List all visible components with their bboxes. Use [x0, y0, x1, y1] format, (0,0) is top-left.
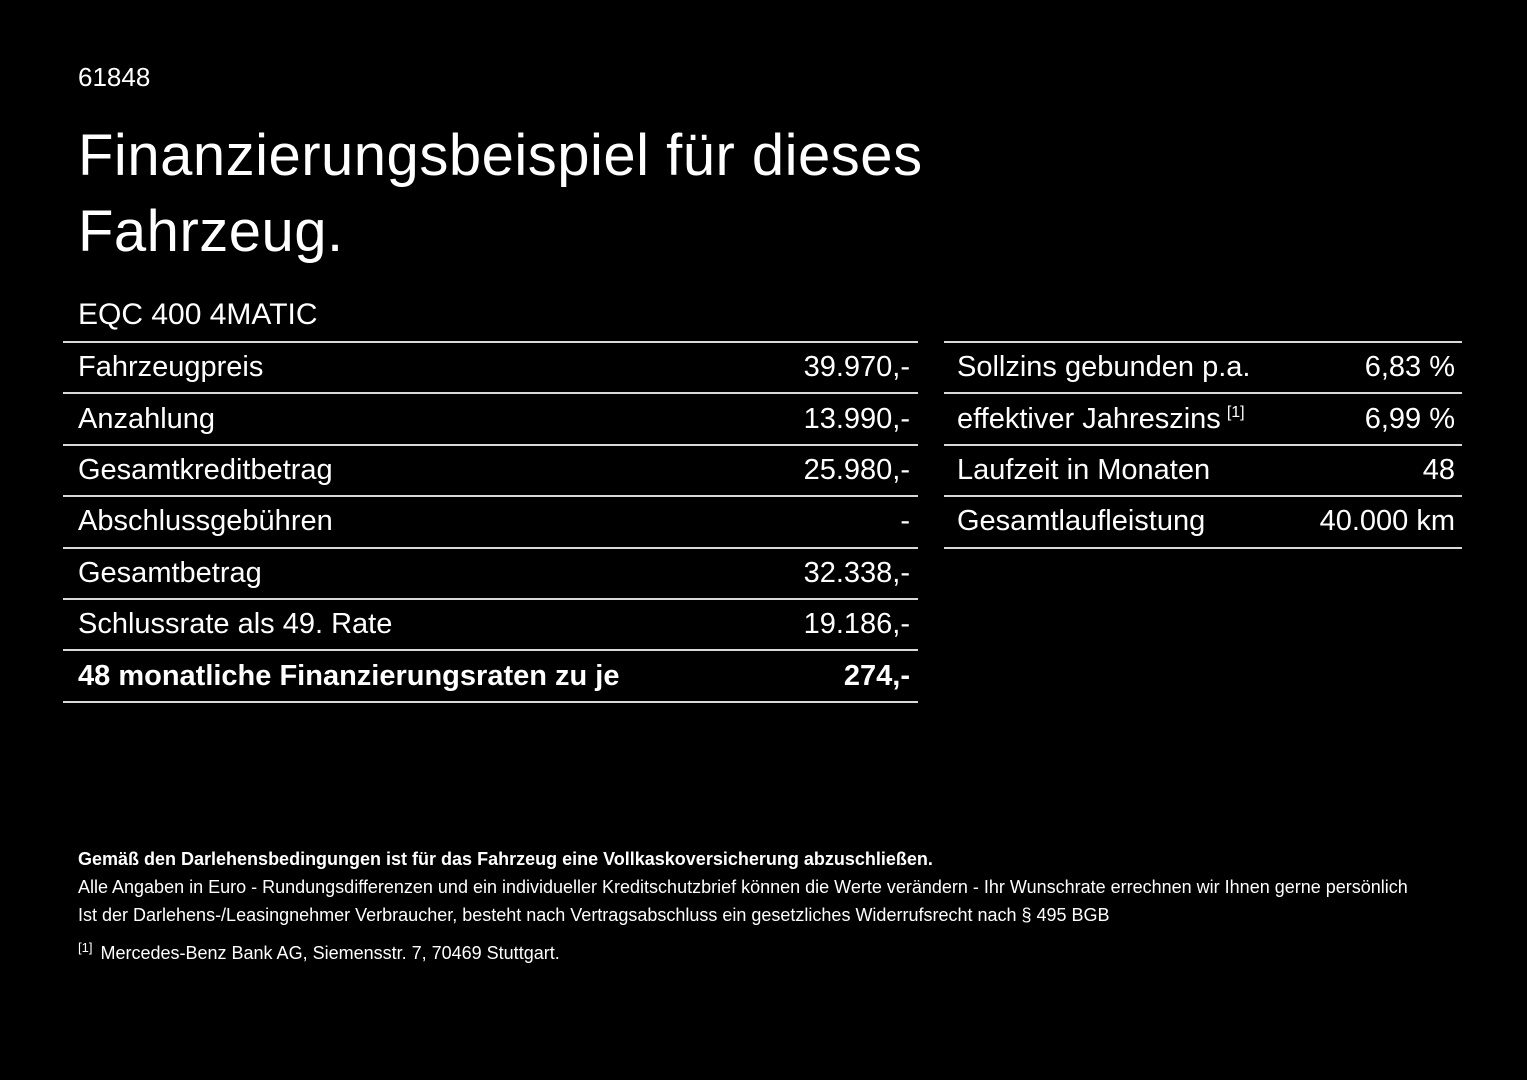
vehicle-model: EQC 400 4MATIC: [78, 298, 318, 331]
row-label: 48 monatliche Finanzierungsraten zu je: [78, 659, 620, 692]
page-title-line2: Fahrzeug.: [78, 199, 344, 264]
row-value: 6,99 %: [1364, 402, 1455, 435]
row-label: Gesamtkreditbetrag: [78, 453, 333, 486]
row-label: Gesamtlaufleistung: [957, 505, 1206, 538]
document-id: 61848: [78, 62, 151, 92]
row-value: 13.990,-: [803, 402, 910, 435]
page-title: Finanzierungsbeispiel für dieses Fahrzeug…: [78, 118, 923, 270]
insurance-note: Gemäß den Darlehensbedingungen ist für d…: [78, 849, 933, 869]
row-label: Anzahlung: [78, 402, 216, 435]
row-value: 19.186,-: [803, 608, 910, 641]
bank-footnote: [1] Mercedes-Benz Bank AG, Siemensstr. 7,…: [78, 939, 1478, 967]
financing-conditions-table: Sollzins gebunden p.a. 6,83 % effektiver…: [944, 341, 1462, 549]
table-row-abschlussgebuehren: Abschlussgebühren -: [63, 495, 918, 546]
table-row-fahrzeugpreis: Fahrzeugpreis 39.970,-: [63, 341, 918, 392]
row-label: Schlussrate als 49. Rate: [78, 608, 393, 641]
row-label: effektiver Jahreszins [1]: [957, 403, 1245, 436]
row-value: 39.970,-: [803, 351, 910, 384]
table-row-gesamtbetrag: Gesamtbetrag 32.338,-: [63, 546, 918, 598]
row-label: Laufzeit in Monaten: [957, 453, 1211, 486]
footnote-ref: [1]: [1226, 403, 1245, 421]
row-label: Abschlussgebühren: [78, 505, 333, 538]
row-value: -: [900, 505, 910, 538]
row-value: 32.338,-: [803, 556, 910, 589]
table-row-gesamtkreditbetrag: Gesamtkreditbetrag 25.980,-: [63, 443, 918, 495]
footnote-text: Mercedes-Benz Bank AG, Siemensstr. 7, 70…: [100, 943, 560, 963]
table-row-gesamtlaufleistung: Gesamtlaufleistung 40.000 km: [944, 495, 1462, 546]
euro-rounding-note: Alle Angaben in Euro - Rundungsdifferenz…: [78, 877, 1408, 897]
table-row-anzahlung: Anzahlung 13.990,-: [63, 392, 918, 443]
row-label: Sollzins gebunden p.a.: [957, 351, 1251, 384]
table-row-laufzeit: Laufzeit in Monaten 48: [944, 443, 1462, 495]
row-value: 6,83 %: [1364, 351, 1455, 384]
page-title-line1: Finanzierungsbeispiel für dieses: [78, 123, 923, 188]
row-label-text: effektiver Jahreszins: [957, 402, 1221, 435]
table-row-effektiver-jahreszins: effektiver Jahreszins [1] 6,99 %: [944, 392, 1462, 443]
footnote-marker: [1]: [78, 940, 93, 955]
row-label: Fahrzeugpreis: [78, 351, 264, 384]
table-row-sollzins: Sollzins gebunden p.a. 6,83 %: [944, 341, 1462, 392]
row-value: 40.000 km: [1319, 505, 1455, 538]
withdrawal-right-note: Ist der Darlehens-/Leasingnehmer Verbrau…: [78, 905, 1110, 925]
financing-amounts-table: Fahrzeugpreis 39.970,- Anzahlung 13.990,…: [63, 341, 918, 703]
row-label: Gesamtbetrag: [78, 556, 262, 589]
row-value: 25.980,-: [803, 453, 910, 486]
legal-notes: Gemäß den Darlehensbedingungen ist für d…: [78, 845, 1478, 967]
row-value: 274,-: [843, 659, 910, 692]
table-row-schlussrate: Schlussrate als 49. Rate 19.186,-: [63, 597, 918, 649]
row-value: 48: [1422, 453, 1455, 486]
table-row-monatsrate: 48 monatliche Finanzierungsraten zu je 2…: [63, 649, 918, 700]
